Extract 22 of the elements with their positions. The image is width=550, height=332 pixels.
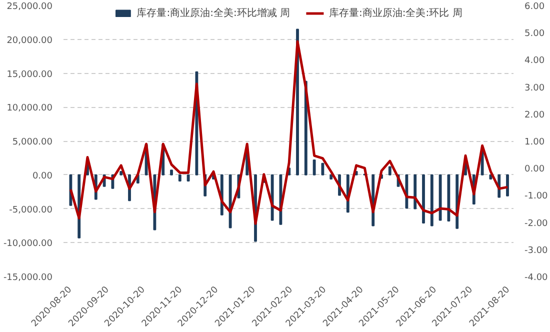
- legend-label: 库存量:商业原油:全美:环比 周: [329, 6, 462, 20]
- y-tick-label: 15,000.00: [6, 70, 53, 80]
- y2-tick-label: -1.00: [524, 192, 548, 202]
- y-tick-label: 20,000.00: [6, 36, 53, 46]
- y2-tick-label: -4.00: [524, 273, 548, 283]
- y-tick-label: 0.00: [32, 171, 53, 182]
- y2-tick-label: 3.00: [524, 83, 545, 94]
- y-tick-label: -15,000.00: [3, 273, 53, 283]
- y-tick-label: -10,000.00: [3, 239, 53, 250]
- y2-tick-label: 5.00: [524, 29, 545, 40]
- y2-tick-label: 4.00: [524, 56, 545, 66]
- y-tick-label: 10,000.00: [6, 104, 53, 114]
- y2-tick-label: -2.00: [524, 218, 548, 229]
- y2-tick-label: 2.00: [524, 110, 545, 120]
- y2-tick-label: 6.00: [524, 2, 545, 12]
- y2-tick-label: 1.00: [524, 138, 545, 148]
- y-tick-label: 5,000.00: [12, 138, 53, 148]
- legend-label: 库存量:商业原油:全美:环比增减 周: [136, 6, 290, 20]
- y2-tick-label: 0.00: [524, 164, 545, 175]
- y-tick-label: 25,000.00: [6, 2, 53, 12]
- y-tick-label: -5,000.00: [9, 205, 53, 216]
- y2-tick-label: -3.00: [524, 246, 548, 256]
